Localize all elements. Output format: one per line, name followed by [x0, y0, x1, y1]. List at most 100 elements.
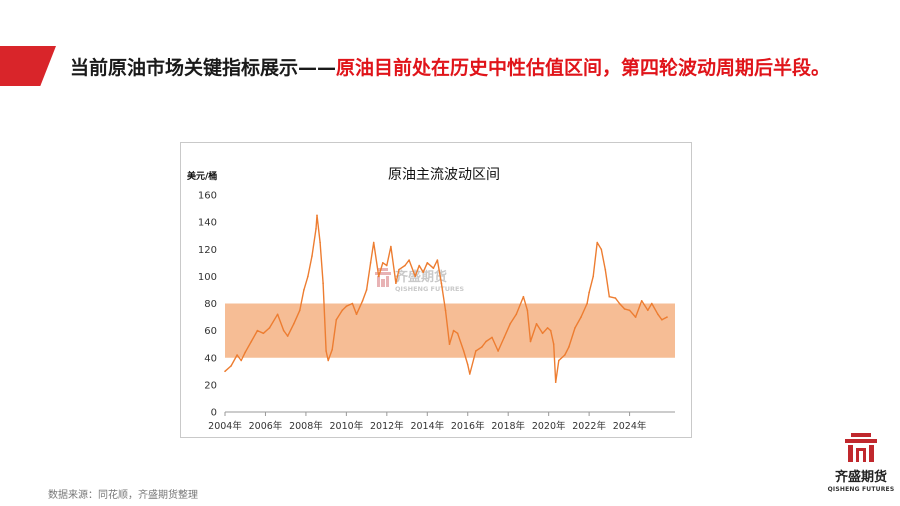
price-point [276, 313, 279, 316]
price-point [647, 309, 649, 312]
price-point [432, 267, 435, 269]
brand-name: 齐盛期货 [834, 470, 887, 485]
price-point [395, 282, 397, 284]
y-tick-label: 140 [198, 218, 217, 229]
x-tick-label: 2014年 [410, 420, 444, 432]
x-tick-label: 2024年 [613, 420, 647, 432]
price-point [299, 309, 301, 312]
price-point [522, 295, 525, 298]
price-point [456, 332, 459, 335]
price-point [319, 241, 321, 244]
price-point [293, 323, 295, 325]
price-point [365, 289, 368, 291]
slide-title-highlight: 原油目前处在历史中性估值区间，第四轮波动周期后半段。 [336, 57, 831, 79]
price-point [526, 309, 529, 312]
watermark-logo-icon [375, 268, 391, 287]
x-tick-label: 2012年 [370, 420, 404, 432]
price-point [436, 259, 439, 261]
chart-title: 原油主流波动区间 [388, 167, 500, 183]
price-point [604, 268, 607, 271]
price-point [236, 354, 238, 356]
price-point [444, 309, 447, 312]
price-point [327, 359, 329, 362]
brand-logo-icon [845, 433, 877, 462]
price-point [469, 373, 471, 375]
price-point [640, 300, 643, 302]
price-point [322, 282, 324, 284]
price-point [608, 295, 611, 298]
price-point [341, 309, 344, 312]
price-point [315, 228, 317, 230]
price-point [440, 282, 443, 284]
price-point [230, 365, 232, 367]
x-tick-label: 2020年 [532, 420, 566, 432]
price-point [614, 297, 617, 299]
price-point [600, 248, 603, 251]
price-point [554, 381, 557, 383]
price-point [404, 264, 406, 267]
price-point [426, 262, 429, 264]
watermark-name-en: QISHENG FUTURES [395, 285, 464, 293]
title-accent-bar [0, 46, 56, 86]
price-point [244, 351, 246, 354]
price-point [422, 271, 424, 274]
crude-oil-chart: 原油主流波动区间 美元/桶 0 20 40 60 80 100 120 140 160 2004… [187, 167, 675, 432]
price-point [485, 340, 487, 343]
price-point [462, 350, 465, 352]
price-point [558, 359, 560, 362]
price-point [466, 363, 469, 366]
price-point [552, 343, 555, 345]
price-point [634, 316, 637, 318]
price-point [574, 327, 576, 329]
price-point [475, 350, 477, 352]
price-point [580, 316, 582, 318]
price-point [286, 335, 289, 337]
price-point [628, 309, 631, 312]
price-point [503, 336, 506, 339]
price-point [250, 340, 253, 343]
price-point [657, 313, 659, 316]
price-point [651, 302, 653, 305]
price-point [564, 354, 566, 356]
price-point [361, 300, 364, 302]
price-point [331, 348, 333, 351]
price-point [345, 305, 348, 307]
price-point [369, 262, 372, 264]
price-point [448, 343, 451, 345]
price-point [268, 327, 271, 329]
price-point [666, 316, 668, 318]
y-axis-unit-label: 美元/桶 [187, 170, 217, 182]
brand-logo: 齐盛期货 QISHENG FUTURES [826, 432, 896, 498]
price-point [535, 323, 538, 325]
price-point [382, 262, 384, 264]
chart-panel: 原油主流波动区间 美元/桶 0 20 40 60 80 100 120 140 160 2004… [180, 142, 692, 438]
price-point [588, 291, 590, 294]
price-series-points [224, 214, 668, 383]
y-tick-label: 100 [198, 272, 217, 283]
y-axis: 0 20 40 60 80 100 120 140 160 [198, 191, 217, 419]
y-tick-label: 60 [204, 326, 217, 337]
price-point [335, 319, 338, 321]
price-point [661, 319, 663, 321]
price-point [351, 302, 354, 305]
price-point [549, 329, 552, 332]
slide-title-plain: 当前原油市场关键指标展示—— [70, 57, 337, 79]
price-point [586, 302, 588, 305]
price-point [355, 313, 358, 316]
price-point [414, 275, 416, 278]
price-point [316, 214, 318, 217]
price-point [618, 302, 621, 305]
price-point [386, 264, 388, 267]
x-tick-label: 2016年 [451, 420, 485, 432]
price-point [240, 359, 242, 362]
brand-name-en: QISHENG FUTURES [827, 486, 895, 493]
price-point [568, 346, 570, 348]
slide-title: 当前原油市场关键指标展示——原油目前处在历史中性估值区间，第四轮波动周期后半段。 [70, 54, 870, 83]
y-tick-label: 0 [211, 408, 217, 419]
watermark: 齐盛期货 QISHENG FUTURES [375, 268, 464, 293]
price-point [262, 332, 265, 335]
price-point [592, 275, 594, 278]
price-point [491, 336, 493, 339]
price-point [596, 241, 598, 244]
x-tick-label: 2008年 [289, 420, 323, 432]
